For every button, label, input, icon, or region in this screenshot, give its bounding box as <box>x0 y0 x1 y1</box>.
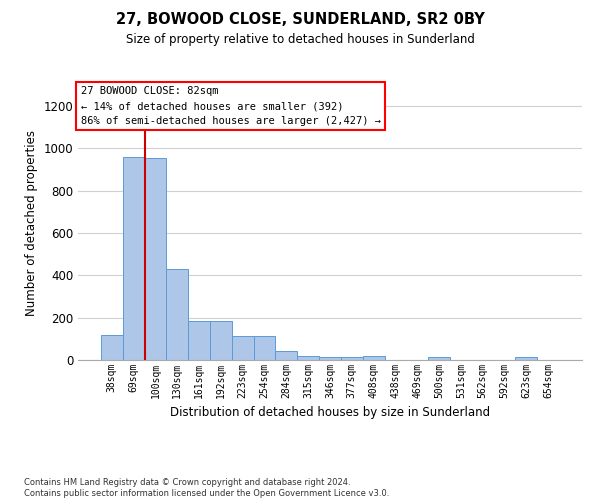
Bar <box>254 336 275 360</box>
Bar <box>319 357 341 360</box>
Bar <box>275 351 297 360</box>
Text: 27 BOWOOD CLOSE: 82sqm
← 14% of detached houses are smaller (392)
86% of semi-de: 27 BOWOOD CLOSE: 82sqm ← 14% of detached… <box>80 86 380 126</box>
Bar <box>101 334 123 360</box>
Text: Contains HM Land Registry data © Crown copyright and database right 2024.
Contai: Contains HM Land Registry data © Crown c… <box>24 478 389 498</box>
Bar <box>363 356 385 360</box>
Text: Size of property relative to detached houses in Sunderland: Size of property relative to detached ho… <box>125 32 475 46</box>
Bar <box>145 158 166 360</box>
Bar <box>232 336 254 360</box>
Bar <box>210 322 232 360</box>
Text: 27, BOWOOD CLOSE, SUNDERLAND, SR2 0BY: 27, BOWOOD CLOSE, SUNDERLAND, SR2 0BY <box>116 12 484 28</box>
X-axis label: Distribution of detached houses by size in Sunderland: Distribution of detached houses by size … <box>170 406 490 420</box>
Y-axis label: Number of detached properties: Number of detached properties <box>25 130 38 316</box>
Bar <box>123 157 145 360</box>
Bar <box>166 269 188 360</box>
Bar <box>428 357 450 360</box>
Bar <box>515 357 537 360</box>
Bar <box>297 356 319 360</box>
Bar <box>341 357 363 360</box>
Bar <box>188 321 210 360</box>
